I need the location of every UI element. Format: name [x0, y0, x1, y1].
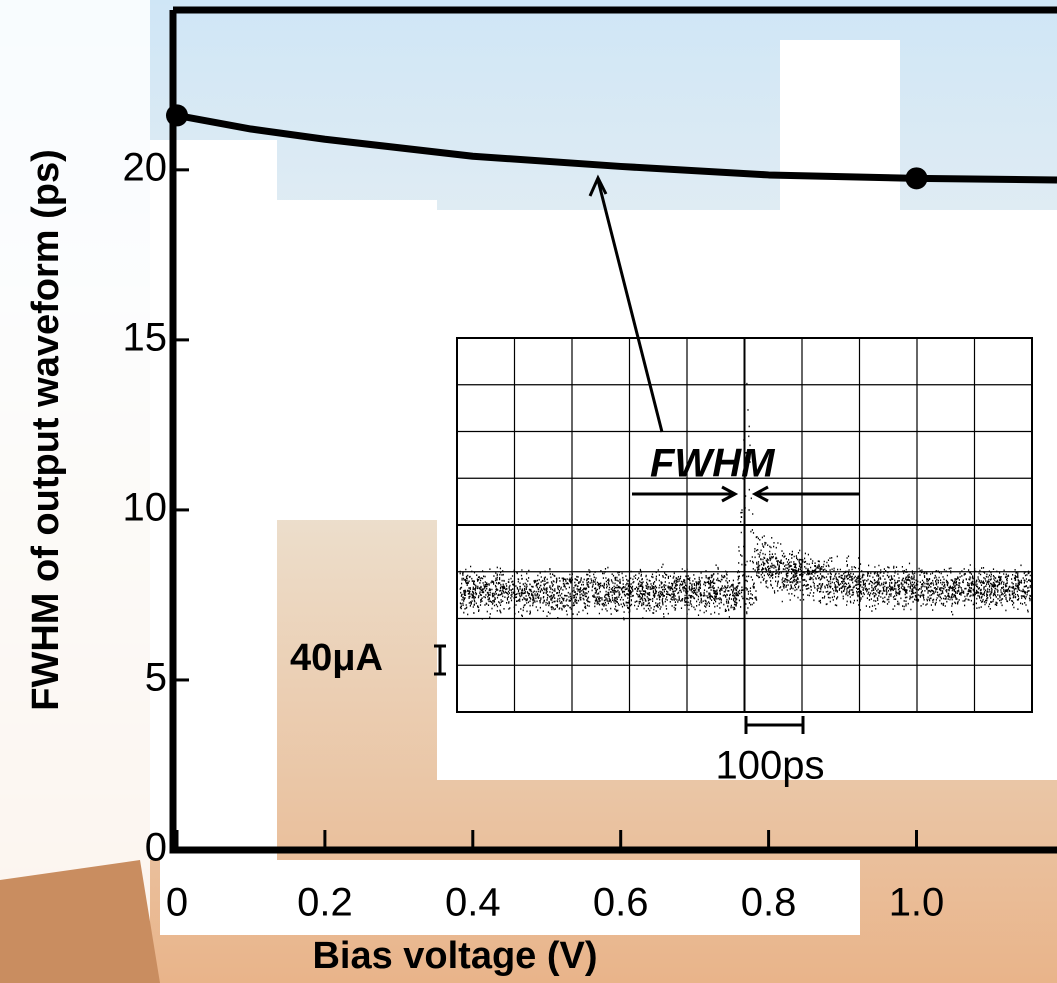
bg-rock: [0, 860, 160, 983]
bg-patch: [150, 140, 277, 860]
x-tick-label: 0.6: [593, 881, 649, 925]
inset-trace: [459, 382, 1032, 621]
fwhm-label: FWHM: [650, 442, 776, 486]
bg-patch: [160, 860, 860, 935]
y-tick-label: 5: [145, 656, 167, 700]
current-label: 40μA: [290, 637, 383, 679]
bg-patch: [0, 0, 150, 983]
current-bar: [434, 644, 446, 676]
scale-label: 100ps: [716, 744, 825, 788]
y-tick-label: 0: [145, 826, 167, 870]
inset-grid: [457, 338, 1032, 712]
data-point: [166, 104, 188, 127]
fwhm-arrows: [632, 485, 860, 503]
inset: FWHM: [456, 337, 1033, 713]
bg-patch: [780, 40, 900, 220]
plot-area: 0 5 10 15 20 0 0.2 0.4 0.6 0.8 1.0: [123, 6, 1057, 925]
y-tick-label: 15: [123, 315, 168, 359]
y-tick-label: 10: [123, 485, 168, 529]
x-tick-label: 0.2: [297, 881, 353, 925]
x-tick-label: 1.0: [889, 881, 945, 925]
y-axis-title: FWHM of output waveform (ps): [25, 149, 67, 710]
x-axis-title: Bias voltage (V): [312, 935, 597, 977]
bg-patch: [277, 200, 437, 520]
x-tick-label: 0: [166, 881, 188, 925]
annotation-arrow: [588, 174, 664, 433]
x-tick-label: 0.8: [741, 881, 797, 925]
y-tick-label: 20: [123, 145, 168, 189]
data-point: [905, 167, 928, 190]
data-line: [176, 111, 1057, 184]
scale-bar: [744, 716, 805, 734]
x-tick-label: 0.4: [445, 881, 501, 925]
